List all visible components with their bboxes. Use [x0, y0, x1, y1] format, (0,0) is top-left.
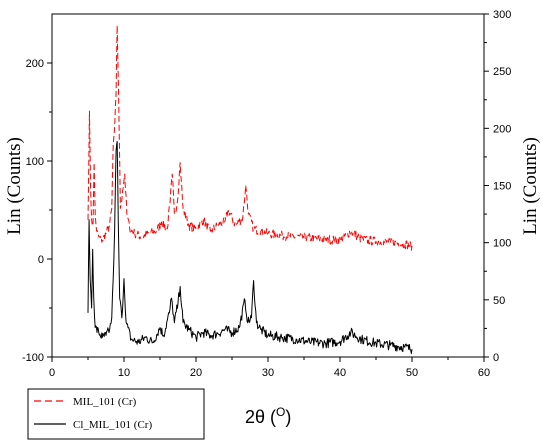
x-axis-title-main: 2θ (	[245, 407, 276, 427]
x-axis-title: 2θ (O)	[245, 405, 291, 427]
y-left-title: Lin (Counts)	[4, 137, 25, 235]
x-tick-label-4: 40	[334, 367, 346, 379]
x-tick-label-3: 30	[262, 367, 274, 379]
x-tick-label-5: 50	[406, 367, 418, 379]
x-tick-label-6: 60	[478, 367, 490, 379]
x-tick-label-2: 20	[190, 367, 202, 379]
y-right-tick-label-4: 200	[493, 123, 511, 135]
x-axis-title-close: )	[285, 407, 291, 427]
legend-label-cl-mil101: Cl_MIL_101 (Cr)	[73, 419, 152, 431]
y-right-tick-label-0: 0	[493, 352, 499, 364]
y-right-tick-label-2: 100	[493, 238, 511, 250]
y-right-tick-label-5: 250	[493, 66, 511, 78]
y-left-tick-label-3: 200	[26, 58, 44, 70]
y-left-tick-label-0: -100	[22, 352, 44, 364]
y-right-tick-label-3: 150	[493, 181, 511, 193]
x-tick-label-0: 0	[49, 367, 55, 379]
x-axis-title-superscript: O	[276, 405, 285, 419]
legend-box	[27, 388, 205, 440]
y-right-title: Lin (Counts)	[520, 137, 541, 235]
series-layer	[87, 24, 413, 355]
legend: MIL_101 (Cr) Cl_MIL_101 (Cr)	[27, 388, 205, 440]
axes-layer: 0 10 20 30 40 50 60 -100 0 100 200 0 50 100 150 200 250 3…	[22, 9, 511, 379]
y-right-tick-label-6: 300	[493, 9, 511, 21]
series-line-0	[87, 24, 413, 251]
y-left-tick-label-2: 100	[26, 156, 44, 168]
y-right-tick-label-1: 50	[493, 295, 505, 307]
y-left-tick-label-1: 0	[38, 254, 44, 266]
series-line-1	[87, 140, 413, 355]
legend-label-mil101: MIL_101 (Cr)	[73, 396, 137, 408]
x-tick-label-1: 10	[118, 367, 130, 379]
